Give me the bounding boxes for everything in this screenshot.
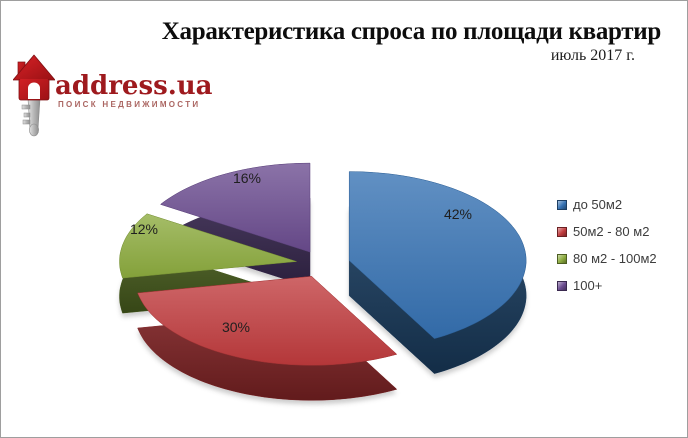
- data-label-1: 30%: [222, 319, 250, 335]
- data-label-0: 42%: [444, 206, 472, 222]
- logo-tagline: поиск недвижимости: [58, 100, 201, 109]
- legend-label: 100+: [573, 278, 603, 293]
- data-label-2: 12%: [130, 221, 158, 237]
- chart-title: Характеристика спроса по площади квартир: [161, 18, 662, 45]
- legend-swatch-icon: [557, 199, 567, 210]
- legend-item-2: 80 м2 - 100м2: [557, 245, 657, 272]
- legend-swatch-icon: [557, 226, 567, 237]
- legend-swatch-icon: [557, 253, 567, 264]
- legend-label: 50м2 - 80 м2: [573, 224, 650, 239]
- legend-item-0: до 50м2: [557, 191, 657, 218]
- chart-legend: до 50м2 50м2 - 80 м2 80 м2 - 100м2 100+: [557, 191, 657, 299]
- legend-swatch-icon: [557, 280, 567, 291]
- legend-item-3: 100+: [557, 272, 657, 299]
- legend-label: 80 м2 - 100м2: [573, 251, 657, 266]
- logo: address.ua поиск недвижимости: [1, 1, 213, 146]
- pie-slice-1: [137, 276, 398, 401]
- legend-item-1: 50м2 - 80 м2: [557, 218, 657, 245]
- data-label-3: 16%: [233, 170, 261, 186]
- house-key-icon: [13, 54, 55, 137]
- legend-label: до 50м2: [573, 197, 623, 212]
- pie-slice-0: [348, 171, 527, 374]
- logo-name: address.ua: [55, 71, 213, 101]
- chart-subtitle: июль 2017 г.: [550, 47, 635, 64]
